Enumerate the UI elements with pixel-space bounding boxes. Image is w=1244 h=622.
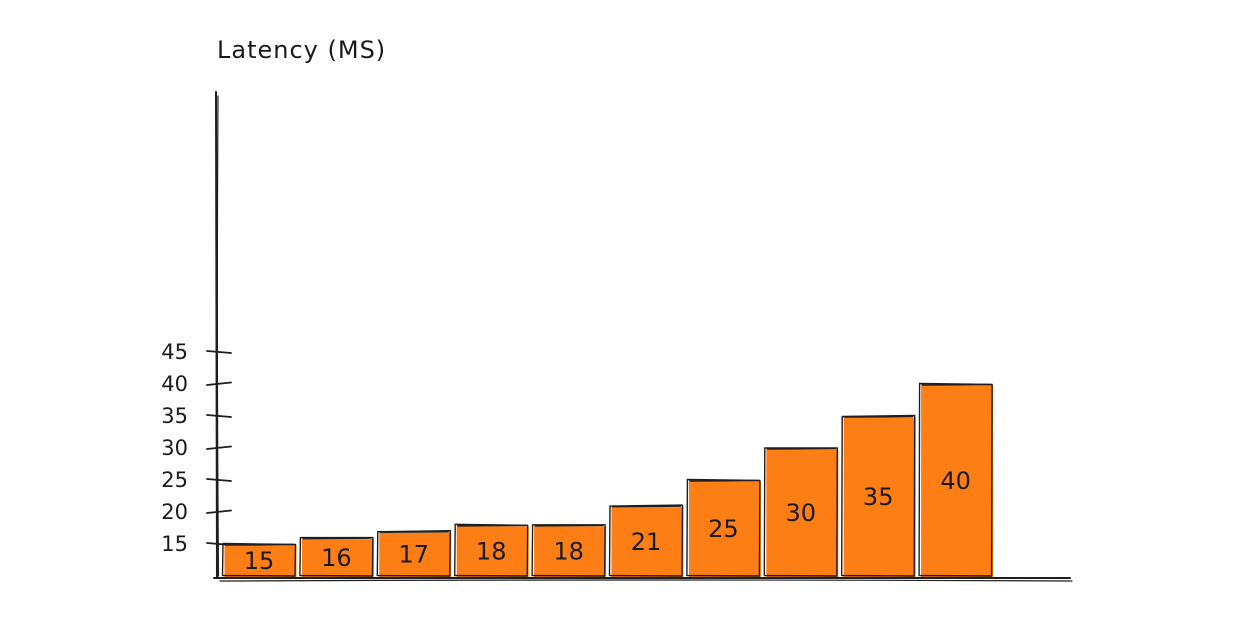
bar-top-edge [534, 524, 604, 527]
bar-value-label: 25 [708, 515, 739, 543]
y-tick-label: 25 [161, 468, 188, 492]
bar-top-edge [379, 530, 449, 533]
bar-value-label: 18 [476, 537, 507, 565]
y-tick-mark [206, 381, 232, 386]
bar-value-label: 21 [631, 528, 662, 556]
bars-group [221, 382, 994, 578]
bar [688, 481, 761, 578]
bar-outline [376, 530, 451, 577]
y-tick-mark [206, 478, 232, 482]
y-tick-label: 15 [161, 532, 188, 556]
y-tick-label: 30 [161, 436, 188, 460]
bar-value-label: 30 [786, 499, 817, 527]
y-tick-mark [206, 350, 232, 354]
bar [379, 532, 452, 578]
bar [224, 545, 297, 578]
y-tick-mark [206, 509, 232, 514]
bar-value-label: 16 [321, 544, 352, 572]
y-axis-title: Latency (MS) [217, 36, 386, 64]
bar-value-label: 15 [244, 547, 275, 575]
bar-top-edge [224, 543, 295, 546]
y-tick-label: 35 [161, 404, 188, 428]
bar-top-edge [689, 479, 759, 482]
bar-value-label: 18 [553, 537, 584, 565]
bar-value-label: 35 [863, 483, 894, 511]
bar [301, 539, 374, 578]
bar [921, 385, 994, 578]
bar [456, 526, 529, 578]
y-axis-line-stroke2 [216, 95, 220, 577]
bar-value-label: 40 [940, 467, 971, 495]
y-tick-label: 40 [161, 372, 188, 396]
bar-top-edge [844, 415, 914, 418]
bar [843, 417, 916, 578]
bar-top-edge [766, 447, 836, 450]
bar-top-edge [302, 537, 372, 540]
bar-top-edge [611, 505, 682, 508]
y-tick-mark [206, 414, 232, 418]
x-axis-line [213, 577, 1071, 580]
y-tick-label: 20 [161, 500, 188, 524]
bar-top-edge [457, 524, 527, 527]
y-axis-ticks: 15 20 25 30 35 40 45 [161, 340, 232, 556]
bar-top-edge [921, 383, 991, 386]
axes-group [213, 91, 1073, 582]
y-tick-mark [206, 445, 232, 450]
bar [534, 526, 607, 578]
bar-data-labels: 15 16 17 18 18 21 25 30 35 40 [244, 467, 971, 575]
bar [766, 449, 839, 578]
bar-outline [841, 414, 916, 577]
bar-value-label: 17 [399, 541, 430, 569]
x-axis-line-stroke2 [219, 579, 1073, 582]
bar-outline [608, 504, 684, 577]
bar [611, 507, 684, 578]
y-tick-label: 45 [161, 340, 188, 364]
